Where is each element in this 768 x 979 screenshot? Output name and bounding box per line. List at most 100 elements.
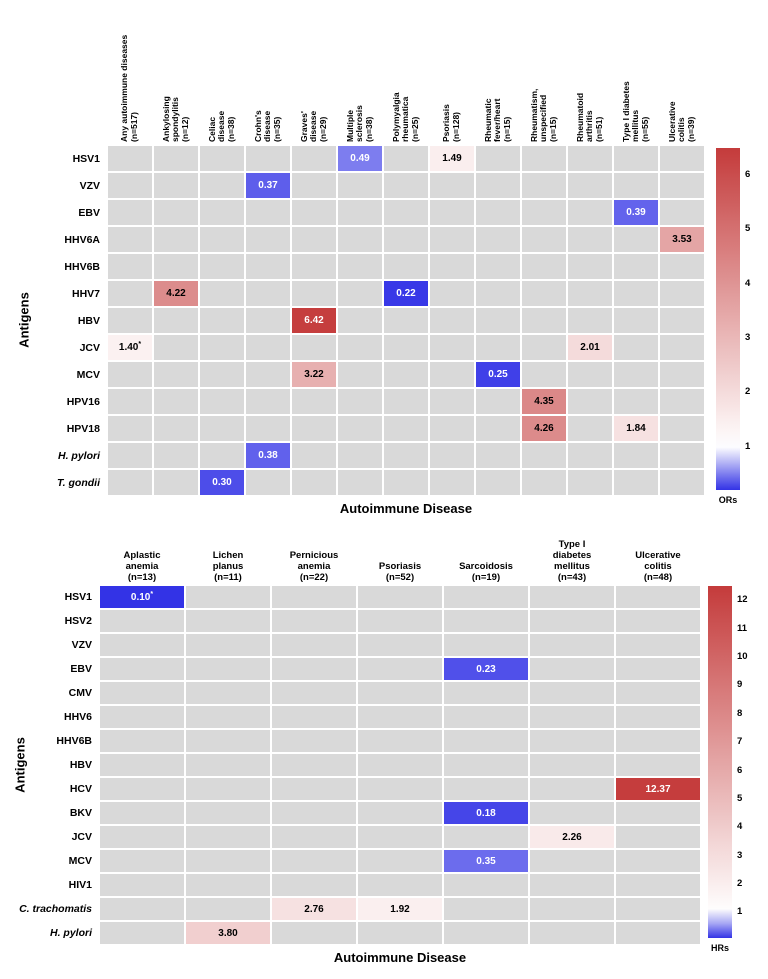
empty-cell xyxy=(358,802,442,824)
row-headers: HSV1 VZV EBV HHV6A HHV6B HHV7 HBV JCV MCV HPV16 HP… xyxy=(20,146,104,495)
row-label: HHV6 xyxy=(63,711,92,723)
empty-cell xyxy=(186,898,270,920)
column-label-text: Type I diabetes mellitus (n=55) xyxy=(620,81,650,142)
empty-cell xyxy=(272,874,356,896)
heatmap-panel-odds-ratios: Antigens Any autoimmune diseases (n=517)… xyxy=(17,22,751,516)
column-label: Celiac disease (n=38) xyxy=(200,22,244,142)
empty-cell xyxy=(568,443,612,468)
empty-cell xyxy=(200,281,244,306)
empty-cell xyxy=(108,443,152,468)
empty-cell xyxy=(614,254,658,279)
empty-cell xyxy=(568,362,612,387)
significance-asterisk: * xyxy=(138,341,142,348)
empty-cell xyxy=(100,850,184,872)
empty-cell xyxy=(476,470,520,495)
column-label-text: Multiple sclerosis (n=38) xyxy=(344,105,374,142)
empty-cell xyxy=(530,922,614,944)
colorbar-gradient xyxy=(708,586,732,938)
empty-cell xyxy=(522,146,566,171)
heatmap-cell: 1.49 xyxy=(430,146,474,171)
empty-cell xyxy=(616,874,700,896)
empty-cell xyxy=(430,254,474,279)
empty-cell xyxy=(522,227,566,252)
empty-cell xyxy=(186,874,270,896)
empty-cell xyxy=(338,470,382,495)
empty-cell xyxy=(292,281,336,306)
column-headers: Aplastic anemia (n=13) Lichen planus (n=1… xyxy=(100,528,700,584)
empty-cell xyxy=(100,754,184,776)
column-label-text: Any autoimmune diseases (n=517) xyxy=(119,34,139,142)
empty-cell xyxy=(154,308,198,333)
empty-cell xyxy=(530,706,614,728)
column-label-text: Psoriasis (n=52) xyxy=(378,561,422,584)
empty-cell xyxy=(358,754,442,776)
empty-cell xyxy=(444,898,528,920)
heatmap-cell: 0.49 xyxy=(338,146,382,171)
empty-cell xyxy=(200,254,244,279)
empty-cell xyxy=(272,922,356,944)
empty-cell xyxy=(272,826,356,848)
empty-cell xyxy=(338,308,382,333)
column-label-text: Ulcerative colitis (n=48) xyxy=(635,550,681,584)
empty-cell xyxy=(154,173,198,198)
heatmap-cell: 0.10 * xyxy=(100,586,184,608)
empty-cell xyxy=(292,146,336,171)
empty-cell xyxy=(272,586,356,608)
empty-cell xyxy=(100,682,184,704)
colorbar-tick: 5 xyxy=(745,223,751,235)
column-label-text: Sarcoidosis (n=19) xyxy=(459,561,513,584)
empty-cell xyxy=(568,416,612,441)
empty-cell xyxy=(444,682,528,704)
empty-cell xyxy=(186,586,270,608)
column-label: Lichen planus (n=11) xyxy=(186,528,270,584)
empty-cell xyxy=(614,227,658,252)
heatmap-cell: 2.76 xyxy=(272,898,356,920)
empty-cell xyxy=(660,254,704,279)
column-label: Ankylosing spondylitis (n=12) xyxy=(154,22,198,142)
empty-cell xyxy=(616,658,700,680)
colorbar: 1 2 3 4 5 6 7 8 9 10 11 12 HRs xyxy=(708,586,766,961)
empty-cell xyxy=(358,874,442,896)
empty-cell xyxy=(272,730,356,752)
empty-cell xyxy=(108,254,152,279)
row-label: MCV xyxy=(68,855,92,867)
row-label: HBV xyxy=(69,759,92,771)
empty-cell xyxy=(358,922,442,944)
empty-cell xyxy=(660,416,704,441)
empty-cell xyxy=(614,308,658,333)
empty-cell xyxy=(430,470,474,495)
empty-cell xyxy=(430,335,474,360)
heatmap-cell: 0.35 xyxy=(444,850,528,872)
empty-cell xyxy=(476,227,520,252)
empty-cell xyxy=(200,227,244,252)
empty-cell xyxy=(246,200,290,225)
empty-cell xyxy=(476,389,520,414)
empty-cell xyxy=(100,634,184,656)
empty-cell xyxy=(338,200,382,225)
column-label: Ulcerative colitis (n=39) xyxy=(660,22,704,142)
empty-cell xyxy=(100,922,184,944)
empty-cell xyxy=(100,610,184,632)
row-label: VZV xyxy=(71,639,92,651)
column-label-text: Graves' disease (n=29) xyxy=(298,110,328,142)
empty-cell xyxy=(154,227,198,252)
empty-cell xyxy=(292,416,336,441)
empty-cell xyxy=(384,443,428,468)
column-label-text: Psoriasis (n=128) xyxy=(441,104,461,142)
column-label-text: Rheumatism, unspecified (n=15) xyxy=(528,88,558,142)
empty-cell xyxy=(444,586,528,608)
empty-cell xyxy=(384,173,428,198)
empty-cell xyxy=(200,443,244,468)
empty-cell xyxy=(246,146,290,171)
heatmap-cell: 0.38 xyxy=(246,443,290,468)
empty-cell xyxy=(616,898,700,920)
column-label-text: Ankylosing spondylitis (n=12) xyxy=(160,96,190,142)
empty-cell xyxy=(660,281,704,306)
empty-cell xyxy=(358,586,442,608)
heatmap-cell: 12.37 xyxy=(616,778,700,800)
colorbar-tick: 3 xyxy=(737,849,743,861)
empty-cell xyxy=(384,389,428,414)
empty-cell xyxy=(476,335,520,360)
empty-cell xyxy=(430,416,474,441)
colorbar-label: HRs xyxy=(710,943,729,953)
